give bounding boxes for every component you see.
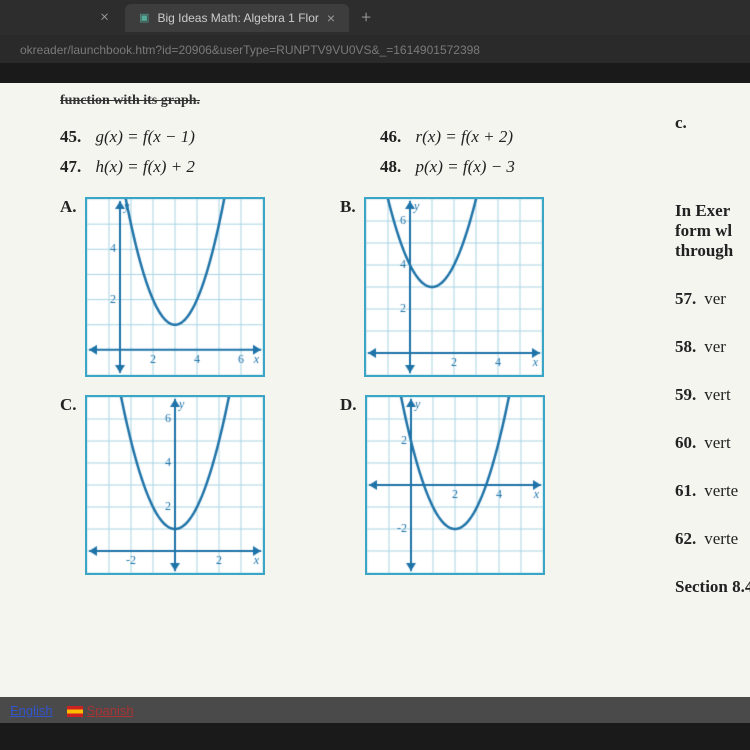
language-bar: English Spanish [0,697,750,723]
section-label: Section 8.4 [675,577,750,597]
problem-61: 61.verte [675,481,750,501]
graph-c-label: C. [60,395,77,415]
graph-a [85,197,265,377]
problem-62: 62.verte [675,529,750,549]
tab-close-icon[interactable]: × [327,10,335,26]
right-column: c. In Exer form wl through 57.ver 58.ver… [675,113,750,625]
english-link[interactable]: English [10,703,53,718]
url-bar[interactable]: okreader/launchbook.htm?id=20906&userTyp… [0,35,750,63]
spain-flag-icon [67,706,83,717]
problem-47: 47. h(x) = f(x) + 2 [60,157,320,177]
graph-a-label: A. [60,197,77,217]
problem-60: 60.vert [675,433,750,453]
url-text: okreader/launchbook.htm?id=20906&userTyp… [20,43,480,57]
graph-d-block: D. [340,395,560,575]
option-c: c. [675,113,750,133]
book-icon: ▣ [139,11,149,24]
tab-title: Big Ideas Math: Algebra 1 Flor [157,11,318,25]
problem-57: 57.ver [675,289,750,309]
graph-d [365,395,545,575]
new-tab-button[interactable]: + [361,7,371,28]
graph-a-block: A. [60,197,280,377]
graph-c-block: C. [60,395,280,575]
problem-45: 45. g(x) = f(x − 1) [60,127,320,147]
problem-59: 59.vert [675,385,750,405]
browser-tab-strip: × ▣ Big Ideas Math: Algebra 1 Flor × + [0,0,750,35]
problem-46: 46. r(x) = f(x + 2) [380,127,640,147]
problem-grid: 45. g(x) = f(x − 1) 46. r(x) = f(x + 2) … [60,127,750,177]
graph-d-label: D. [340,395,357,415]
graph-c [85,395,265,575]
graph-b-label: B. [340,197,356,217]
graph-grid: A. B. C. D. [60,197,750,575]
browser-tab[interactable]: ▣ Big Ideas Math: Algebra 1 Flor × [125,4,349,32]
problem-58: 58.ver [675,337,750,357]
close-icon[interactable]: × [100,9,109,27]
section-heading-cutoff: function with its graph. [60,93,750,109]
right-intro: In Exer form wl through [675,201,750,261]
problem-48: 48. p(x) = f(x) − 3 [380,157,640,177]
spanish-link[interactable]: Spanish [67,703,134,718]
graph-b [364,197,544,377]
textbook-page: function with its graph. 45. g(x) = f(x … [0,83,750,723]
graph-b-block: B. [340,197,560,377]
